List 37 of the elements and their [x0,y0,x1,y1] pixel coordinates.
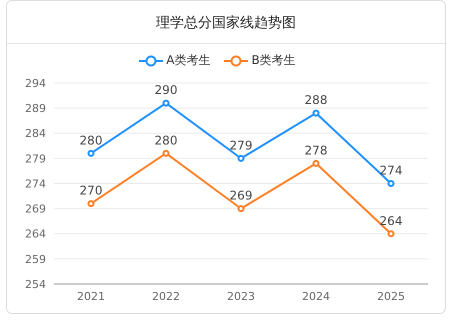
data-label: 288 [304,93,328,108]
data-label: 280 [154,133,178,148]
data-label: 278 [304,143,328,158]
y-tick-label: 254 [25,278,46,291]
y-tick-label: 264 [25,228,46,241]
data-label: 290 [154,83,178,98]
y-tick-label: 284 [25,127,46,140]
point [88,150,94,157]
data-label: 280 [80,133,102,148]
y-tick-label: 289 [25,102,46,116]
data-label: 279 [230,138,252,152]
point [238,205,244,212]
data-label: 270 [80,184,102,198]
point [162,100,170,107]
x-tick-label: 2024 [302,290,330,303]
chart-title: 理学总分国家线趋势图 [7,1,445,44]
y-tick-label: 269 [25,202,46,216]
data-label: 274 [380,164,402,178]
point [162,150,170,157]
legend-label: A类考生 [165,52,210,69]
data-label: 264 [380,214,402,228]
y-tick-label: 274 [25,177,46,190]
point [312,160,320,167]
x-tick-label: 2025 [377,290,405,303]
x-tick-label: 2021 [77,290,105,303]
y-tick-label: 279 [25,152,46,166]
x-tick-label: 2022 [152,290,180,303]
y-tick-label: 259 [25,252,46,266]
data-label: 269 [230,188,252,203]
x-tick-label: 2023 [227,290,255,303]
point [388,230,394,238]
point [88,200,94,208]
y-tick-label: 294 [25,76,46,90]
legend-label: B类考生 [250,52,296,69]
point [238,154,244,162]
point [388,180,394,187]
point [312,110,320,117]
